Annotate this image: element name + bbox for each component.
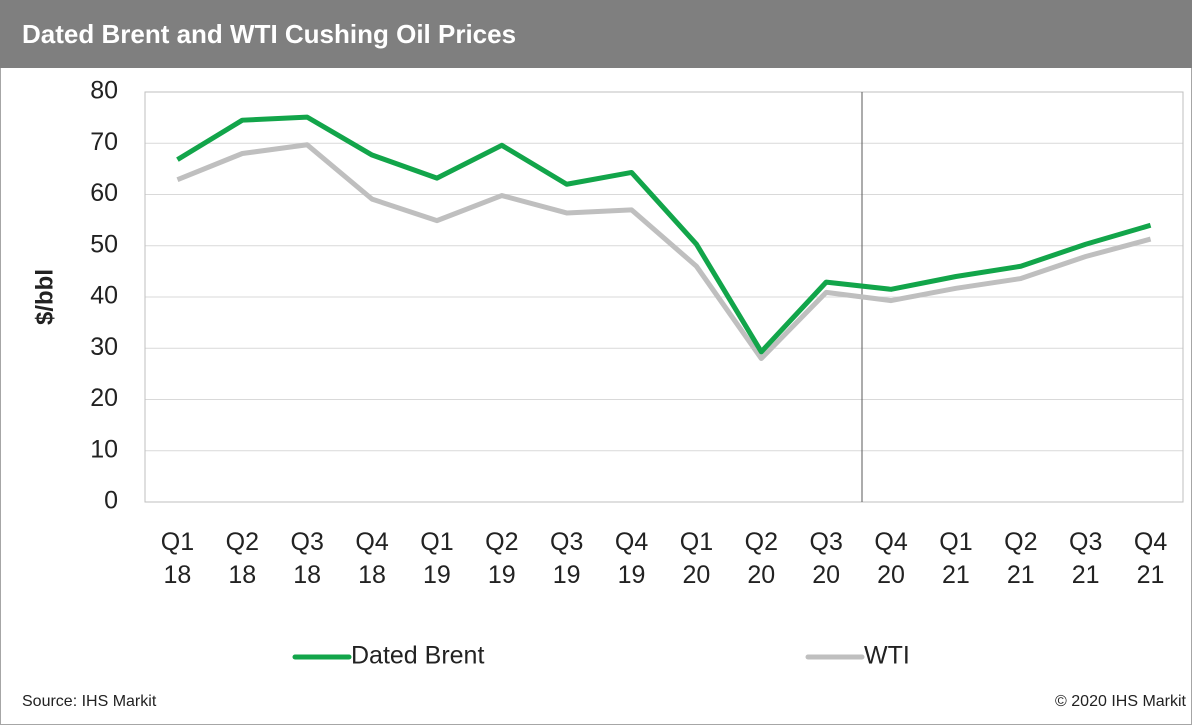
y-tick-label: 10	[90, 435, 118, 463]
x-tick-label: Q1 18	[160, 528, 195, 589]
y-axis-label: $/bbl	[31, 269, 58, 325]
chart-title: Dated Brent and WTI Cushing Oil Prices	[22, 19, 516, 49]
x-tick-label: Q1 20	[679, 528, 714, 589]
y-tick-label: 70	[90, 128, 118, 156]
plot-area	[144, 91, 1184, 503]
x-tick-label: Q4 19	[614, 528, 649, 589]
y-tick-label: 60	[90, 179, 118, 207]
y-tick-label: 0	[104, 487, 118, 515]
x-tick-label: Q2 20	[744, 528, 778, 589]
y-tick-label: 30	[90, 333, 118, 361]
x-tick-label: Q4 20	[874, 528, 908, 589]
copyright: © 2020 IHS Markit	[1055, 693, 1187, 710]
x-tick-label: Q3 19	[550, 528, 584, 589]
x-tick-label: Q2 21	[1004, 528, 1038, 589]
x-tick-label: Q3 21	[1069, 528, 1103, 589]
y-tick-label: 50	[90, 230, 118, 258]
source: Source: IHS Markit	[22, 693, 157, 710]
x-tick-label: Q4 21	[1133, 528, 1168, 589]
x-tick-label: Q2 19	[485, 528, 519, 589]
y-tick-label: 40	[90, 282, 118, 310]
header-bar	[0, 0, 1192, 68]
series-line	[176, 142, 1152, 361]
x-tick-label: Q2 18	[225, 528, 259, 589]
series-line	[176, 114, 1152, 355]
x-tick-label: Q1 19	[420, 528, 454, 589]
x-tick-label: Q4 18	[355, 528, 389, 589]
x-tick-label: Q1 21	[939, 528, 973, 589]
y-tick-label: 20	[90, 384, 118, 412]
legend-label: Dated Brent	[351, 642, 484, 670]
legend-label: WTI	[864, 642, 910, 670]
y-tick-label: 80	[90, 77, 118, 105]
x-tick-label: Q3 20	[809, 528, 843, 589]
x-tick-label: Q3 18	[290, 528, 324, 589]
